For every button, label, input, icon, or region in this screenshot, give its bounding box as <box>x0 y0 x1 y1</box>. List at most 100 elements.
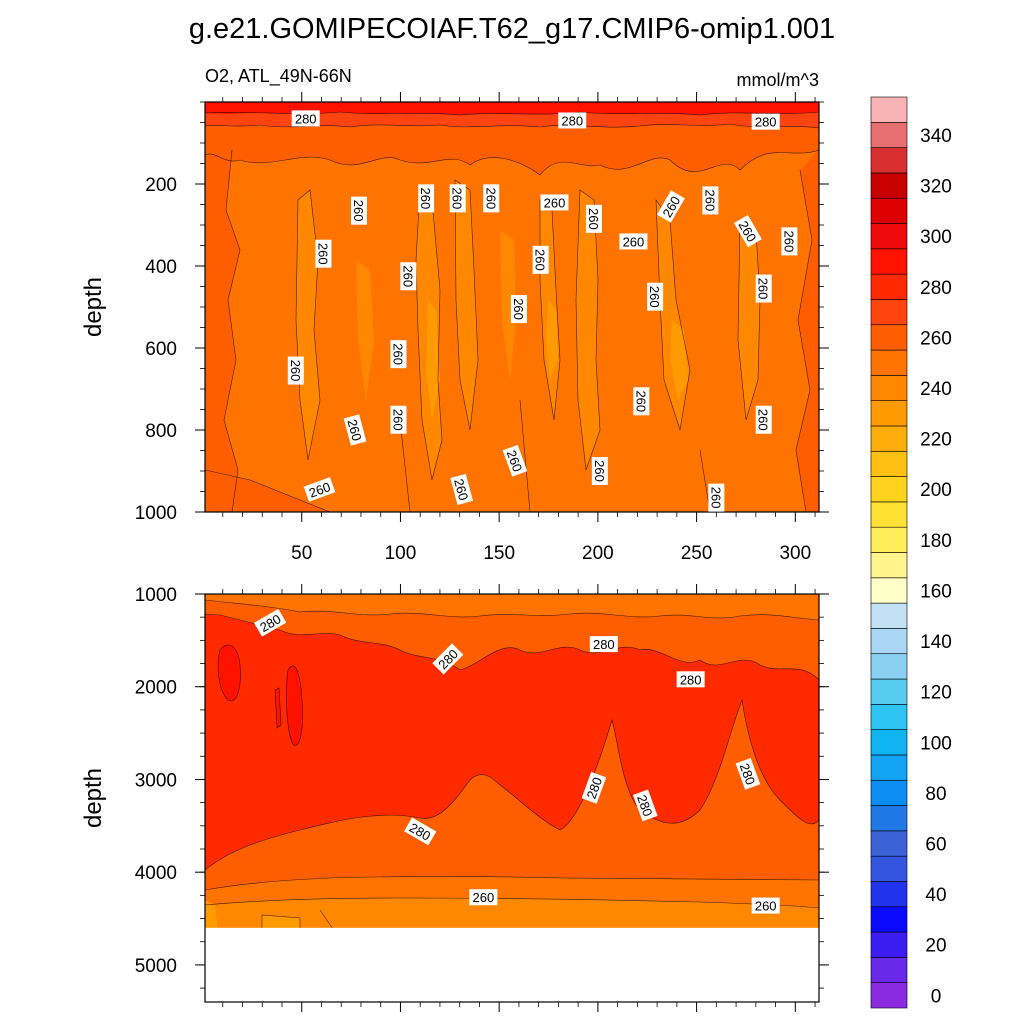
colorbar-box <box>870 678 908 705</box>
y-tick-label: 1000 <box>135 585 177 606</box>
colorbar-label: 200 <box>920 480 952 501</box>
colorbar-box <box>870 881 908 908</box>
colorbar-label: 80 <box>925 784 946 805</box>
y-tick-label: 800 <box>145 421 177 442</box>
contour-label-text: 260 <box>390 343 405 365</box>
colorbar-box <box>870 122 908 148</box>
contour-label-text: 260 <box>345 418 365 443</box>
lower-depth-label: depth <box>80 768 107 828</box>
contour-label: 260 <box>781 227 798 256</box>
contour-label-text: 260 <box>544 195 566 210</box>
contour-label-text: 260 <box>533 249 548 271</box>
lower-x-axis <box>222 584 816 1012</box>
contour-label: 260 <box>585 204 602 233</box>
colorbar: 0 20 40 60 80 100 120 140 160 180 200 220 240 260 280 3… <box>870 96 952 1009</box>
colorbar-label: 0 <box>931 986 942 1007</box>
y-tick-label: 4000 <box>135 863 177 884</box>
contour-label-text: 260 <box>504 448 526 474</box>
contour-label: 260 <box>449 184 466 213</box>
contour-label-text: 260 <box>755 899 777 914</box>
x-tick-label: 200 <box>582 543 614 564</box>
contour-label: 260 <box>469 889 498 906</box>
contour-label: 260 <box>647 282 664 311</box>
colorbar-label: 240 <box>920 379 952 400</box>
contour-label-text: 280 <box>755 115 777 130</box>
colorbar-box <box>870 805 908 832</box>
contour-label-text: 260 <box>315 243 330 265</box>
contour-label-text: 280 <box>584 775 606 801</box>
y-tick-label: 600 <box>145 339 177 360</box>
contour-label-text: 260 <box>351 200 366 222</box>
contour-label: 260 <box>390 405 407 434</box>
contour-label-text: 260 <box>450 187 465 209</box>
contour-label: 260 <box>287 356 304 385</box>
y-tick-label: 400 <box>145 257 177 278</box>
colorbar-box <box>870 628 908 655</box>
colorbar-box <box>870 273 908 300</box>
colorbar-box <box>870 197 908 224</box>
colorbar-box <box>870 375 908 401</box>
colorbar-box <box>870 577 908 604</box>
contour-label-text: 260 <box>511 298 526 320</box>
contour-label-text: 260 <box>451 477 471 502</box>
y-tick-label: 2000 <box>135 678 177 699</box>
contour-label: 280 <box>632 789 658 822</box>
units-label: mmol/m^3 <box>737 70 819 90</box>
contour-label-text: 260 <box>702 190 717 212</box>
contour-label-text: 260 <box>390 409 405 431</box>
colorbar-box <box>870 299 908 326</box>
colorbar-box <box>870 830 908 857</box>
colorbar-label: 140 <box>920 632 952 653</box>
contour-label: 260 <box>510 295 527 324</box>
colorbar-label: 180 <box>920 531 952 552</box>
contour-label: 260 <box>418 184 435 213</box>
upper-depth-label: depth <box>80 277 107 337</box>
colorbar-box <box>870 526 908 553</box>
contour-label-text: 260 <box>756 278 771 300</box>
colorbar-label: 340 <box>920 126 952 147</box>
colorbar-box <box>870 450 908 477</box>
contour-label: 260 <box>400 262 417 291</box>
y-tick-label: 5000 <box>135 956 177 977</box>
colorbar-label: 40 <box>925 885 946 906</box>
upper-contour-labels: 280 280 280 260 260 260 260 260 260 260 260 260 260 2… <box>287 110 798 512</box>
colorbar-box <box>870 982 908 1009</box>
lower-y-axis: 1000 2000 3000 4000 5000 <box>135 585 829 989</box>
colorbar-box <box>870 602 908 629</box>
contour-label-text: 260 <box>781 231 796 253</box>
contour-label: 260 <box>755 274 772 303</box>
colorbar-box <box>870 400 908 427</box>
upper-y-axis: 200 400 600 800 1000 <box>135 101 829 524</box>
contour-label-text: 260 <box>400 265 415 287</box>
contour-label-text: 280 <box>680 672 702 687</box>
contour-label-text: 280 <box>634 793 656 819</box>
colorbar-box <box>870 931 908 958</box>
colorbar-box <box>870 552 908 579</box>
colorbar-label: 260 <box>920 328 952 349</box>
contour-label: 260 <box>532 245 549 274</box>
colorbar-label: 160 <box>920 581 952 602</box>
contour-label-text: 260 <box>483 187 498 209</box>
lower-contour-fill <box>205 594 819 1002</box>
contour-label-text: 260 <box>418 187 433 209</box>
x-tick-label: 100 <box>385 543 417 564</box>
contour-label-text: 260 <box>288 360 303 382</box>
contour-label: 260 <box>591 457 608 485</box>
colorbar-box <box>870 855 908 882</box>
contour-label: 260 <box>350 196 367 225</box>
contour-label-text: 260 <box>592 460 607 482</box>
colorbar-box <box>870 653 908 680</box>
colorbar-label: 320 <box>920 177 952 198</box>
contour-label: 280 <box>291 110 320 127</box>
colorbar-box <box>870 957 908 983</box>
contour-label: 260 <box>450 473 474 506</box>
contour-label-text: 260 <box>473 890 495 905</box>
colorbar-box <box>870 248 908 275</box>
colorbar-box <box>870 754 908 781</box>
y-tick-label: 3000 <box>135 770 177 791</box>
contour-label: 280 <box>735 757 761 790</box>
contour-label: 280 <box>581 771 607 804</box>
